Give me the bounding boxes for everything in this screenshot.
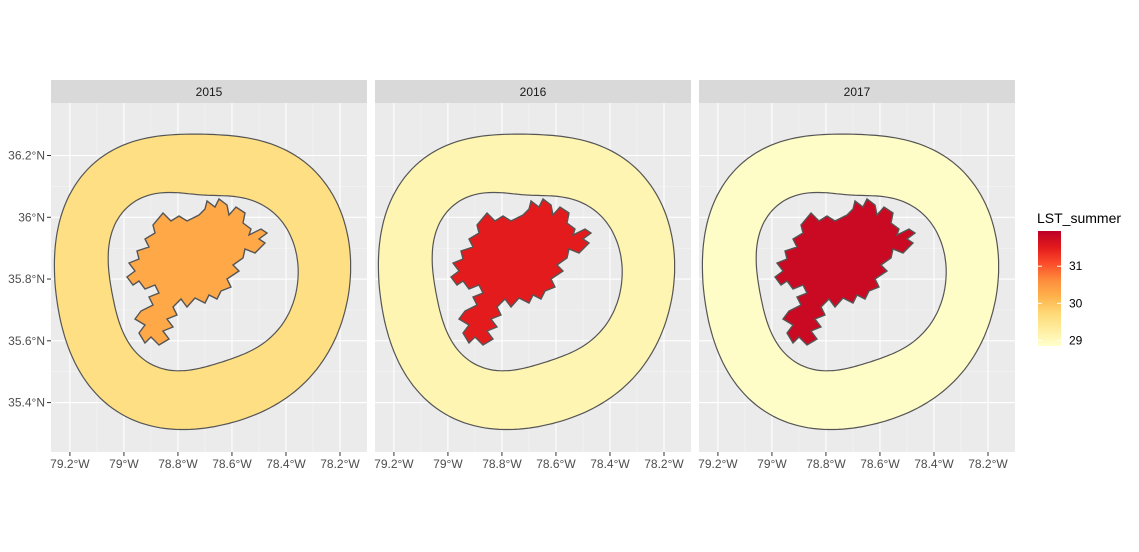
y-tick-label: 35.6°N: [8, 334, 45, 348]
buffer-ring-region: [701, 133, 1000, 431]
legend-break-label: 29: [1069, 333, 1083, 347]
facet-panel-2015: 2015 79.2°W 79°W 78.8°W 78.6°W 78.4°W 78.2°W: [50, 80, 367, 471]
city-region: [126, 197, 269, 346]
buffer-ring-region: [377, 133, 676, 431]
facet-strip-label: 2017: [844, 85, 871, 99]
y-tick-label: 35.8°N: [8, 272, 45, 286]
x-tick-label: 79°W: [433, 457, 463, 471]
x-tick-label: 78.6°W: [212, 457, 252, 471]
x-tick-label: 79.2°W: [698, 457, 738, 471]
city-region: [450, 197, 593, 346]
x-tick-label: 78.4°W: [914, 457, 954, 471]
x-tick-label: 78.2°W: [644, 457, 684, 471]
x-tick-label: 79.2°W: [50, 457, 90, 471]
legend: LST_summer 29 30 31: [1037, 210, 1121, 347]
x-tick-label: 78.2°W: [320, 457, 360, 471]
facet-panel-2017: 2017 79.2°W 79°W 78.8°W 78.6°W 78.4°W 78.2°W: [698, 80, 1015, 471]
facet-strip: [699, 80, 1015, 103]
x-tick-label: 78.4°W: [266, 457, 306, 471]
x-tick-label: 78.6°W: [536, 457, 576, 471]
facet-strip: [375, 80, 691, 103]
x-tick-label: 79.2°W: [374, 457, 414, 471]
legend-colorbar: [1038, 231, 1061, 346]
y-tick-label: 36°N: [18, 210, 45, 224]
x-tick-label: 78.4°W: [590, 457, 630, 471]
y-tick-label: 36.2°N: [8, 149, 45, 163]
buffer-ring-region: [53, 133, 352, 431]
x-tick-label: 78.8°W: [806, 457, 846, 471]
legend-title: LST_summer: [1037, 210, 1121, 226]
x-tick-label: 78.8°W: [158, 457, 198, 471]
x-tick-label: 78.2°W: [968, 457, 1008, 471]
facet-strip: [51, 80, 367, 103]
legend-break-label: 31: [1069, 259, 1083, 273]
facet-panel-2016: 2016 79.2°W 79°W 78.8°W 78.6°W 78.4°W 78.2°W: [374, 80, 691, 471]
facet-strip-label: 2015: [196, 85, 223, 99]
x-tick-label: 79°W: [757, 457, 787, 471]
legend-break-label: 30: [1069, 296, 1083, 310]
y-tick-label: 35.4°N: [8, 396, 45, 410]
x-tick-label: 79°W: [109, 457, 139, 471]
x-tick-label: 78.8°W: [482, 457, 522, 471]
city-region: [774, 197, 917, 346]
facet-strip-label: 2016: [520, 85, 547, 99]
x-tick-label: 78.6°W: [860, 457, 900, 471]
